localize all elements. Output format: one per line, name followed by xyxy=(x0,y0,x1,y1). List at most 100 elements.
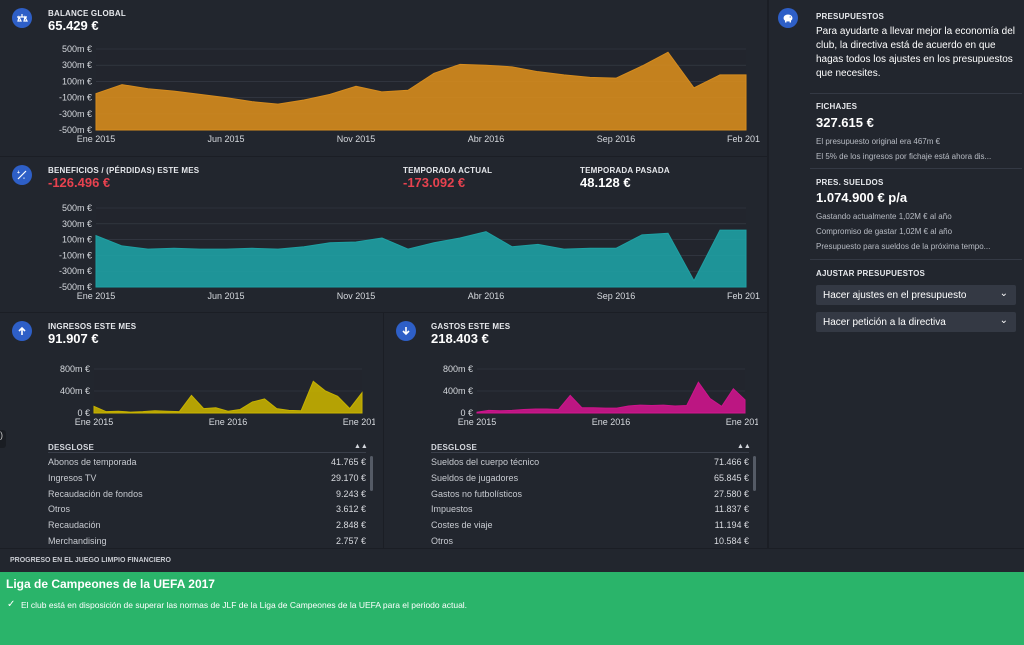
y-tick-label: 500m € xyxy=(62,44,92,54)
y-tick-label: 400m € xyxy=(60,386,90,396)
temporada-pasada-label: TEMPORADA PASADA xyxy=(580,166,670,175)
fichajes-note: El presupuesto original era 467m € xyxy=(816,137,941,146)
section-divider xyxy=(383,313,384,548)
y-tick-label: 0 € xyxy=(77,408,90,418)
ajustar-label: AJUSTAR PRESUPUESTOS xyxy=(816,269,926,278)
piggy-bank-icon xyxy=(778,8,798,28)
ajustes-presupuesto-dropdown[interactable]: Hacer ajustes en el presupuesto ⌄ xyxy=(816,285,1016,305)
presupuestos-text: Para ayudarte a llevar mejor la economía… xyxy=(816,26,1015,79)
table-row[interactable]: Otros 3.612 € xyxy=(48,504,366,514)
table-row[interactable]: Sueldos de jugadores 65.845 € xyxy=(431,473,749,483)
balance-chart: 500m € 300m € 100m € -100m € -300m € -500m €E… xyxy=(59,44,760,144)
gastos-scrollbar[interactable] xyxy=(753,456,756,491)
peticion-directiva-dropdown[interactable]: Hacer petición a la directiva ⌄ xyxy=(816,312,1016,332)
y-tick-label: -100m € xyxy=(59,250,92,260)
chevron-down-icon: ⌄ xyxy=(999,288,1008,299)
presupuestos-title: PRESUPUESTOS xyxy=(816,12,885,21)
x-tick-label: Abr 2016 xyxy=(468,291,505,301)
table-row[interactable]: Merchandising 2.757 € xyxy=(48,536,366,546)
sort-icon[interactable]: ▲▲ xyxy=(737,443,751,450)
row-label: Recaudación de fondos xyxy=(48,488,143,499)
y-tick-label: 500m € xyxy=(62,203,92,213)
row-value: 65.845 € xyxy=(713,472,749,483)
temporada-actual-label: TEMPORADA ACTUAL xyxy=(403,166,493,175)
x-tick-label: Feb 2017 xyxy=(727,134,760,144)
y-tick-label: 0 € xyxy=(460,408,473,418)
table-row[interactable]: Sueldos del cuerpo técnico 71.466 € xyxy=(431,457,749,467)
y-tick-label: -500m € xyxy=(59,282,92,292)
sort-icon[interactable]: ▲▲ xyxy=(354,443,368,450)
table-row[interactable]: Recaudación de fondos 9.243 € xyxy=(48,489,366,499)
sueldos-note: Gastando actualmente 1,02M € al año xyxy=(816,212,952,221)
row-label: Impuestos xyxy=(431,504,473,515)
row-value: 9.243 € xyxy=(335,488,366,499)
table-row[interactable]: Impuestos 11.837 € xyxy=(431,504,749,514)
table-row[interactable]: Costes de viaje 11.194 € xyxy=(431,520,749,530)
y-tick-label: 800m € xyxy=(60,364,90,374)
y-tick-label: -300m € xyxy=(59,109,92,119)
gastos-value: 218.403 € xyxy=(431,331,489,346)
row-value: 41.765 € xyxy=(330,457,366,467)
section-divider xyxy=(0,312,767,313)
sidebar-separator xyxy=(810,168,1022,169)
x-tick-label: Sep 2016 xyxy=(597,134,636,144)
dropdown-label: Hacer petición a la directiva xyxy=(823,316,946,328)
sueldos-note: Presupuesto para sueldos de la próxima t… xyxy=(816,242,991,251)
table-row[interactable]: Recaudación 2.848 € xyxy=(48,520,366,530)
y-tick-label: 300m € xyxy=(62,219,92,229)
y-tick-label: 100m € xyxy=(62,235,92,245)
y-tick-label: 400m € xyxy=(443,386,473,396)
row-label: Sueldos de jugadores xyxy=(431,472,519,483)
arrow-down-icon xyxy=(396,321,416,341)
table-row[interactable]: Gastos no futbolísticos 27.580 € xyxy=(431,489,749,499)
x-tick-label: Jun 2015 xyxy=(207,291,244,301)
sidebar-separator xyxy=(810,93,1022,94)
fichajes-label: FICHAJES xyxy=(816,102,858,111)
row-value: 11.194 € xyxy=(714,520,749,531)
svg-text:-: - xyxy=(23,176,25,181)
check-icon: ✓ xyxy=(7,599,16,610)
beneficios-chart: 500m € 300m € 100m € -100m € -300m € -500m €E… xyxy=(59,203,760,301)
section-divider xyxy=(0,156,767,157)
sueldos-note: Compromiso de gastar 1,02M € al año xyxy=(816,227,953,236)
series-area xyxy=(93,380,363,414)
chevron-down-icon: ⌄ xyxy=(999,315,1008,326)
row-label: Ingresos TV xyxy=(48,472,97,483)
ingresos-scrollbar[interactable] xyxy=(370,456,373,491)
dropdown-label: Hacer ajustes en el presupuesto xyxy=(823,289,967,301)
fichajes-note: El 5% de los ingresos por fichaje está a… xyxy=(816,152,992,161)
x-tick-label: Abr 2016 xyxy=(468,134,505,144)
x-tick-label: Ene 2015 xyxy=(75,417,114,427)
y-tick-label: -300m € xyxy=(59,266,92,276)
x-tick-label: Ene 2015 xyxy=(77,291,116,301)
row-label: Recaudación xyxy=(48,520,101,531)
x-tick-label: Nov 2015 xyxy=(337,291,376,301)
table-row[interactable]: Otros 10.584 € xyxy=(431,536,749,546)
section-divider xyxy=(0,548,1024,549)
table-row[interactable]: Ingresos TV 29.170 € xyxy=(48,473,366,483)
y-tick-label: -100m € xyxy=(59,93,92,103)
jlf-banner: Liga de Campeones de la UEFA 2017 ✓ El c… xyxy=(0,572,1024,645)
gastos-table-header: DESGLOSE xyxy=(431,443,478,452)
balance-icon xyxy=(12,8,32,28)
gastos-label: GASTOS ESTE MES xyxy=(431,322,511,331)
x-tick-label: Ene 2017 xyxy=(343,417,375,427)
table-row[interactable]: Abonos de temporada 41.765 € xyxy=(48,457,366,467)
x-tick-label: Nov 2015 xyxy=(337,134,376,144)
x-tick-label: Ene 2015 xyxy=(77,134,116,144)
sidebar-separator xyxy=(810,259,1022,260)
side-toggle[interactable]: ) xyxy=(0,430,6,448)
row-label: Otros xyxy=(431,536,454,546)
x-tick-label: Ene 2016 xyxy=(592,417,631,427)
row-value: 2.757 € xyxy=(335,536,366,546)
row-value: 3.612 € xyxy=(335,504,366,515)
ingresos-value: 91.907 € xyxy=(48,331,99,346)
sueldos-label: PRES. SUELDOS xyxy=(816,178,884,187)
row-label: Otros xyxy=(48,504,71,515)
ingresos-table-header: DESGLOSE xyxy=(48,443,95,452)
row-label: Sueldos del cuerpo técnico xyxy=(431,457,540,467)
jlf-label: PROGRESO EN EL JUEGO LIMPIO FINANCIERO xyxy=(10,557,171,564)
x-tick-label: Sep 2016 xyxy=(597,291,636,301)
fichajes-value: 327.615 € xyxy=(816,115,874,130)
y-tick-label: 100m € xyxy=(62,76,92,86)
